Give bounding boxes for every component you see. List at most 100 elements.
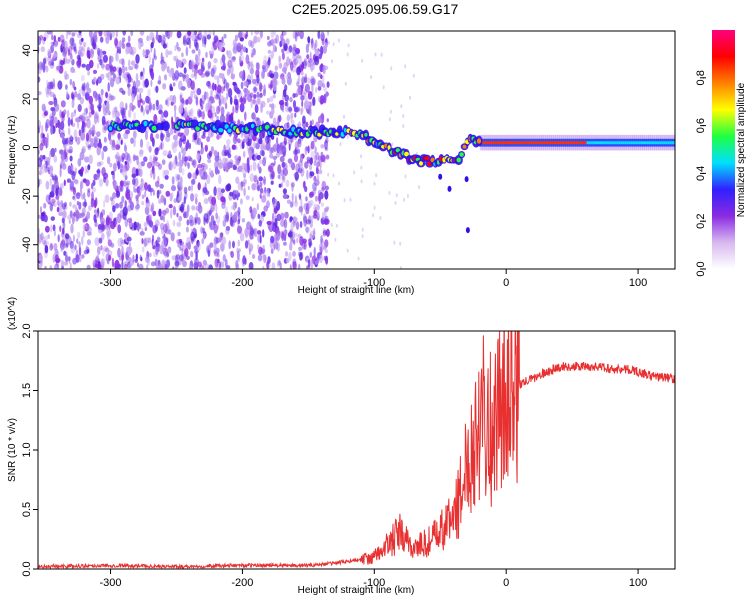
noise-cell [138,168,143,178]
colorbar: 0.00.20.40.60.8 Normalized spectral ampl… [695,30,747,277]
noise-cell [288,231,293,238]
noise-cell [226,139,231,145]
noise-cell [206,136,211,143]
noise-cell [51,184,55,195]
noise-cell [103,107,108,116]
noise-cell [163,196,166,206]
noise-cell [177,231,181,237]
noise-cell [148,145,152,153]
noise-cell [58,127,61,135]
noise-cell [263,175,266,186]
noise-cell [174,173,179,179]
noise-cell [395,193,398,198]
noise-cell [146,141,150,151]
noise-cell [88,31,93,38]
noise-cell [158,104,163,111]
noise-cell [127,80,130,90]
noise-cell [353,170,356,175]
noise-cell [107,109,110,115]
noise-cell [70,112,74,120]
noise-cell [251,78,257,85]
signal-peak [582,141,586,145]
noise-cell [105,101,110,111]
noise-cell [185,99,189,105]
signal-peak [513,141,517,145]
noise-cell [304,83,310,93]
noise-cell [203,31,208,38]
noise-cell [314,154,317,163]
noise-cell [188,40,192,49]
noise-cell [241,218,246,223]
noise-cell [62,227,65,235]
signal-peak [578,141,582,145]
noise-cell [71,164,74,172]
noise-cell [44,235,49,241]
noise-cell [49,31,53,35]
noise-cell [319,160,322,170]
signal-peak [558,141,562,145]
noise-cell [337,38,340,43]
noise-cell [94,113,98,123]
noise-cell [98,178,103,187]
noise-cell [313,175,317,183]
noise-cell [69,180,75,191]
noise-cell [156,147,160,152]
noise-cell [134,63,139,70]
noise-cell [185,226,189,233]
noise-cell [242,95,247,103]
noise-cell [141,100,146,105]
noise-cell [150,169,153,179]
noise-cell [409,95,412,100]
noise-cell [53,229,57,237]
noise-cell [293,149,298,156]
noise-cell [319,253,323,264]
noise-cell [93,214,97,222]
noise-cell [38,254,43,262]
noise-cell [215,40,221,47]
noise-cell [117,247,121,258]
signal-peak [644,141,647,145]
noise-cell [318,243,324,253]
noise-cell [132,131,137,140]
noise-cell [168,150,172,157]
noise-cell [277,164,282,175]
signal-peak [555,141,558,145]
noise-cell [135,205,139,212]
noise-cell [241,162,247,170]
noise-cell [200,226,204,234]
noise-cell [47,48,52,57]
noise-cell [71,170,76,181]
signal-peak [606,141,610,145]
noise-cell [158,263,164,269]
noise-cell [178,186,183,192]
signal-peak [614,141,618,145]
noise-cell [264,186,267,194]
noise-cell [237,239,241,247]
noise-cell [118,67,122,77]
noise-cell [178,194,183,202]
noise-cell [309,107,313,117]
noise-cell [71,122,76,128]
noise-cell [282,107,285,113]
noise-cell [55,122,58,128]
noise-cell [267,165,273,173]
signal-blob-core [335,132,339,136]
noise-cell [85,179,90,187]
noise-cell [78,241,81,248]
noise-cell [285,38,290,46]
noise-cell [257,184,260,192]
noise-cell [193,245,199,250]
noise-cell [361,58,364,63]
noise-cell [266,262,270,269]
noise-cell [69,134,73,141]
noise-cell [65,46,69,52]
noise-cell [164,169,170,176]
noise-cell [120,250,125,255]
noise-cell [206,34,211,40]
noise-cell [260,100,266,108]
noise-cell [220,188,225,193]
noise-cell [286,101,289,107]
noise-cell [292,31,297,39]
y-tick-label: 0.5 [21,502,33,517]
noise-cell [303,180,306,188]
